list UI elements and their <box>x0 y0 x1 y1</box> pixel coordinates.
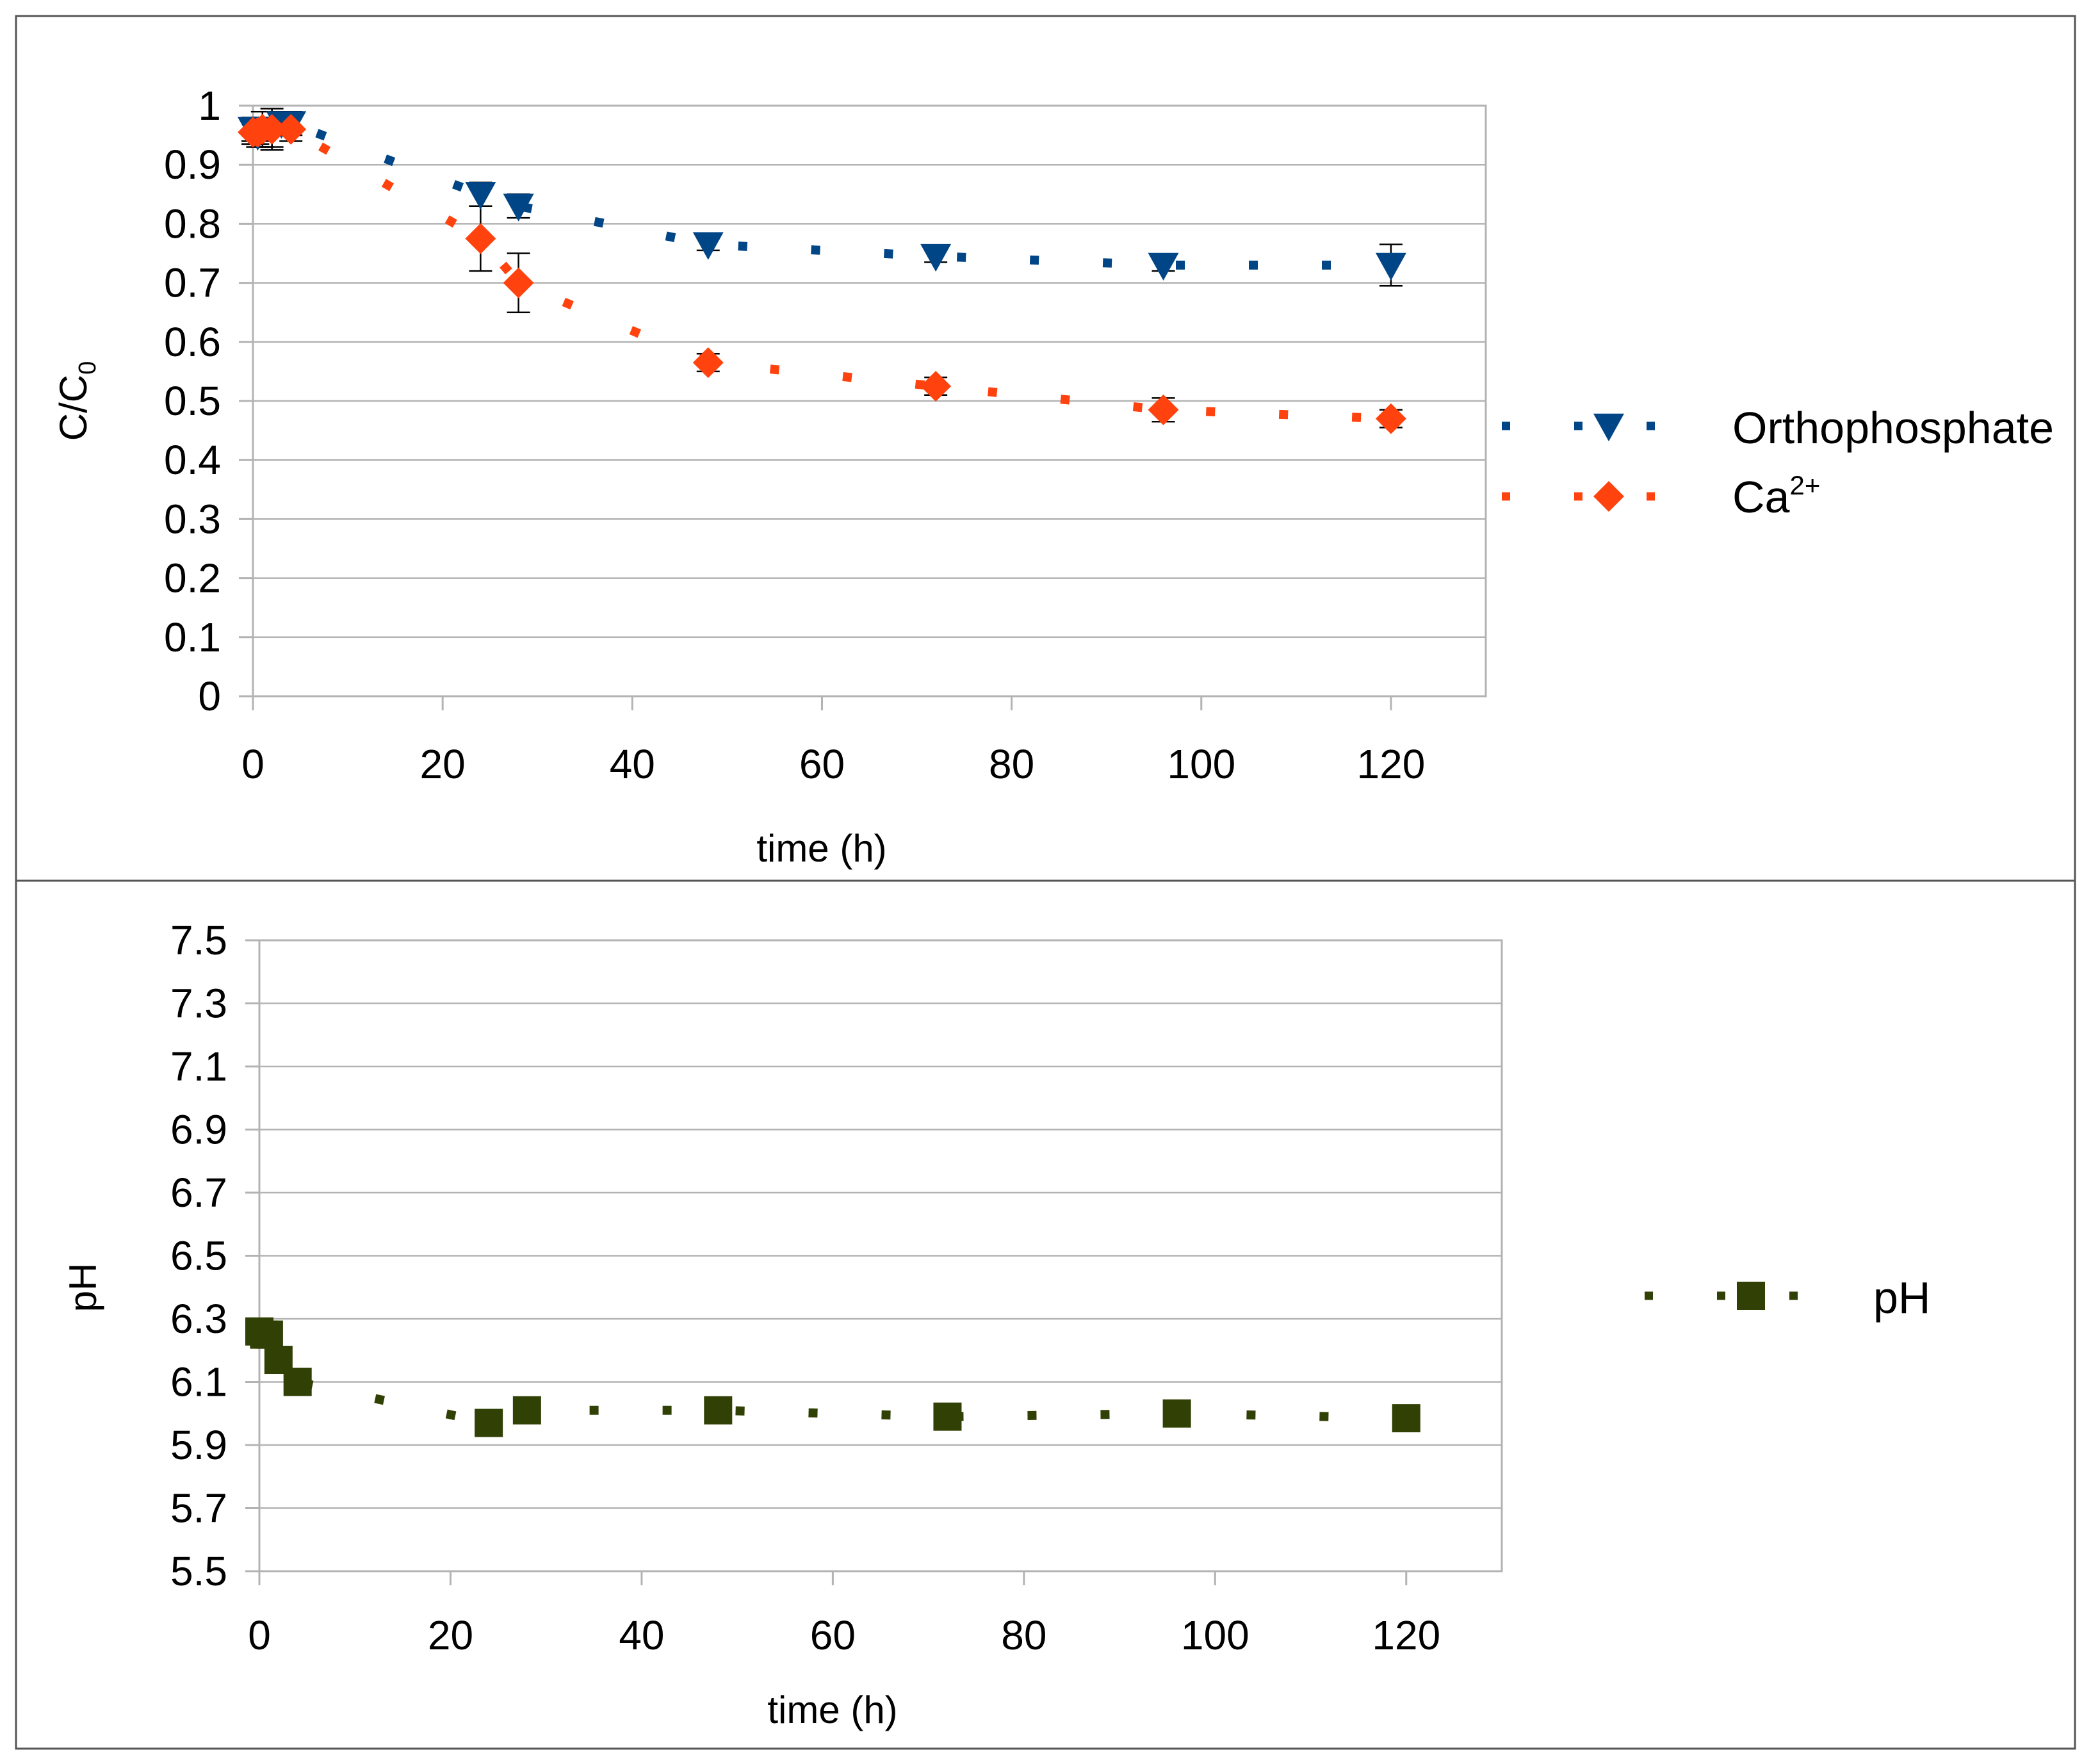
chart-1-gridlines <box>253 163 1486 639</box>
y-tick-label: 6.5 <box>170 1233 227 1279</box>
y-tick-label: 0.7 <box>164 260 221 306</box>
chart-1-y-axis-title-subscript: 0 <box>74 361 101 375</box>
y-tick-label: 5.5 <box>170 1548 227 1594</box>
chart-2-markers <box>245 1317 1420 1437</box>
y-tick-label: 0.5 <box>164 378 221 424</box>
x-tick-label: 100 <box>1167 741 1235 787</box>
chart-1-y-tick-labels: 0 0.1 0.2 0.3 0.4 0.5 0.6 0.7 0.8 0.9 1 <box>164 83 221 719</box>
y-tick-label: 5.9 <box>170 1422 227 1468</box>
y-tick-label: 7.3 <box>170 981 227 1027</box>
chart-1-y-axis-title: C/C0 <box>52 361 101 441</box>
chart-2-y-tick-labels: 5.5 5.7 5.9 6.1 6.3 6.5 6.7 6.9 7.1 7.3 7.5 <box>170 917 227 1594</box>
legend-label-calcium-text: Ca <box>1732 472 1790 522</box>
y-tick-label: 0.4 <box>164 437 221 483</box>
marker-orthophosphate <box>503 193 534 222</box>
x-tick-label: 80 <box>989 741 1034 787</box>
marker-ca2- <box>692 347 724 379</box>
x-tick-label: 60 <box>810 1612 856 1658</box>
marker-ph <box>254 1320 283 1349</box>
x-tick-label: 40 <box>619 1612 664 1658</box>
y-tick-label: 1 <box>198 83 221 129</box>
x-tick-label: 120 <box>1357 741 1426 787</box>
marker-orthophosphate <box>920 243 952 272</box>
marker-ca2- <box>465 223 496 254</box>
chart-1-x-tick-labels: 0 20 40 60 80 100 120 <box>241 741 1425 787</box>
legend-label-ph-text: pH <box>1873 1273 1930 1323</box>
marker-ca2- <box>503 267 534 298</box>
marker-orthophosphate <box>465 182 496 210</box>
y-tick-label: 0.9 <box>164 142 221 188</box>
marker-orthophosphate <box>692 232 724 260</box>
x-tick-label: 0 <box>241 741 264 787</box>
panel-bottom-frame <box>15 879 2076 1750</box>
legend-label-calcium-superscript: 2+ <box>1789 470 1820 500</box>
marker-orthophosphate <box>1375 252 1406 281</box>
marker-ph <box>1162 1399 1191 1428</box>
chart-2-x-tick-labels: 0 20 40 60 80 100 120 <box>248 1612 1440 1658</box>
legend-label-orthophosphate-text: Orthophosphate <box>1732 403 2054 453</box>
marker-ph <box>283 1368 312 1396</box>
x-tick-label: 0 <box>248 1612 271 1658</box>
legend-label-calcium: Ca2+ <box>1732 470 1820 522</box>
chart-1-axes <box>239 104 1392 710</box>
legend-marker-ca2- <box>1593 481 1624 512</box>
marker-ph <box>512 1396 541 1425</box>
legend-label-orthophosphate: Orthophosphate <box>1732 403 2054 453</box>
y-tick-label: 0.2 <box>164 555 221 601</box>
panel-top: 0 0.1 0.2 0.3 0.4 0.5 0.6 0.7 0.8 0.9 1 0 20 40 60 80 1… <box>15 15 2076 882</box>
chart-1-legend <box>1502 413 1716 512</box>
marker-ph <box>1392 1404 1420 1433</box>
y-tick-label: 7.1 <box>170 1043 227 1090</box>
y-tick-label: 0.3 <box>164 496 221 542</box>
y-tick-label: 0.8 <box>164 200 221 247</box>
marker-ca2- <box>275 113 307 145</box>
chart-2-legend <box>1645 1282 1857 1310</box>
legend-marker-ph <box>1737 1282 1765 1310</box>
chart-2-gridlines <box>259 1002 1502 1509</box>
marker-ph <box>933 1402 962 1431</box>
y-tick-label: 0.1 <box>164 614 221 660</box>
marker-ca2- <box>256 113 288 145</box>
y-tick-label: 6.7 <box>170 1170 227 1216</box>
chart-2-axes <box>245 939 1408 1585</box>
marker-ph <box>704 1396 733 1425</box>
chart-2-x-axis-title: time (h) <box>767 1688 897 1731</box>
chart-1-x-axis-title: time (h) <box>756 827 886 870</box>
y-tick-label: 7.5 <box>170 917 227 963</box>
marker-ca2- <box>1375 403 1406 434</box>
x-tick-label: 60 <box>799 741 845 787</box>
y-tick-label: 6.9 <box>170 1107 227 1153</box>
y-tick-label: 6.3 <box>170 1296 227 1342</box>
chart-2-y-axis-title-main: pH <box>61 1263 104 1312</box>
marker-ph <box>475 1409 503 1437</box>
legend-marker-orthophosphate <box>1593 413 1624 441</box>
panel-bottom: 5.5 5.7 5.9 6.1 6.3 6.5 6.7 6.9 7.1 7.3 7.5 0 20 40 6… <box>15 879 2076 1750</box>
y-tick-label: 5.7 <box>170 1485 227 1531</box>
trendline-orthophosphate <box>249 118 1391 270</box>
x-tick-label: 20 <box>420 741 466 787</box>
x-tick-label: 40 <box>610 741 655 787</box>
chart-2-y-axis-title: pH <box>61 1263 104 1312</box>
marker-ca2- <box>1148 394 1179 425</box>
y-tick-label: 0.6 <box>164 319 221 365</box>
marker-orthophosphate <box>1148 252 1179 281</box>
chart-1-markers <box>238 111 1406 434</box>
y-tick-label: 0 <box>198 673 221 719</box>
legend-label-ph: pH <box>1873 1273 1930 1323</box>
x-tick-label: 120 <box>1372 1612 1440 1658</box>
chart-1-y-axis-title-main: C/C <box>52 375 95 441</box>
x-tick-label: 20 <box>428 1612 473 1658</box>
x-tick-label: 80 <box>1001 1612 1046 1658</box>
marker-ca2- <box>920 370 952 402</box>
y-tick-label: 6.1 <box>170 1359 227 1405</box>
x-tick-label: 100 <box>1181 1612 1249 1658</box>
